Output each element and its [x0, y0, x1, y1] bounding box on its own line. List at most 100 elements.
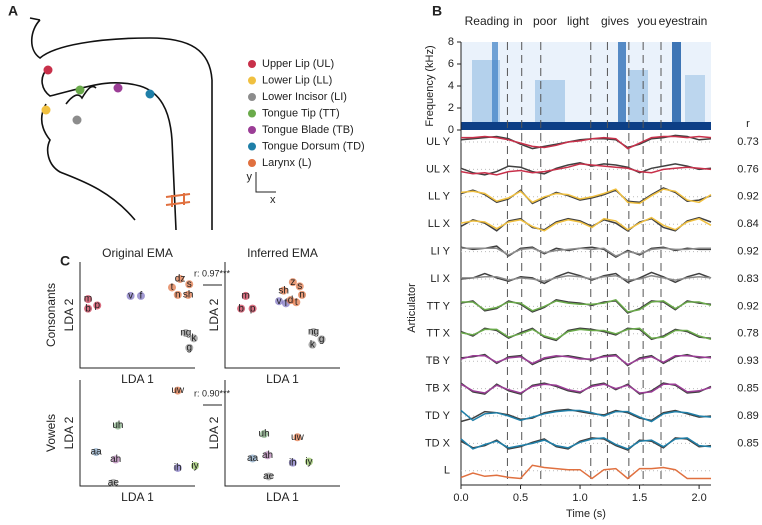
- inferred-trace: [460, 409, 712, 423]
- point: [304, 457, 313, 466]
- point: [317, 335, 326, 344]
- word-label: poor: [533, 14, 557, 28]
- point: [185, 343, 194, 352]
- x-axis-label: LDA 1: [121, 490, 154, 504]
- inferred-trace: [461, 298, 712, 313]
- row-label: LL Y: [428, 191, 451, 203]
- point: [173, 386, 182, 395]
- row-label: LL X: [428, 218, 451, 230]
- point: [84, 304, 93, 313]
- row-label: LI X: [430, 273, 450, 285]
- y-tick-label: 4: [448, 80, 454, 92]
- legend-swatch: [248, 142, 256, 151]
- point: [279, 286, 288, 295]
- plot-title: Original EMA: [102, 246, 173, 260]
- articulator-marker: [41, 105, 51, 115]
- point: [113, 421, 122, 430]
- row-label: TT Y: [427, 300, 451, 312]
- point: [288, 278, 297, 287]
- point: [260, 430, 269, 439]
- axes: [224, 380, 340, 487]
- point: [248, 304, 257, 313]
- larynx-marker: [165, 193, 191, 207]
- row-label: TB Y: [426, 355, 451, 367]
- point-label: g: [186, 343, 192, 354]
- r-value: 0.92: [737, 191, 758, 203]
- point-label: n: [299, 290, 305, 301]
- point: [248, 454, 257, 463]
- row-label: Vowels: [44, 414, 58, 452]
- annotations: r: 0.97*** r: 0.90***: [194, 268, 231, 406]
- row-label: L: [444, 465, 450, 477]
- legend-swatch: [248, 60, 256, 68]
- y-axis-label: LDA 2: [62, 298, 76, 331]
- point-label: p: [94, 300, 100, 311]
- annotation: r: 0.90***: [194, 388, 231, 398]
- row-label: UL X: [426, 163, 451, 175]
- spectrogram-image: [461, 42, 711, 130]
- point-label: aa: [91, 447, 103, 458]
- r-value: 0.85: [737, 437, 758, 449]
- plot-title: Inferred EMA: [247, 246, 318, 260]
- point-label: v: [128, 291, 133, 302]
- point: [184, 290, 193, 299]
- point-label: m: [84, 294, 92, 305]
- r-value: 0.73: [737, 136, 758, 148]
- point-label: z: [290, 277, 295, 288]
- articulator-marker: [43, 65, 53, 75]
- articulator-marker: [72, 115, 82, 125]
- annotation: r: 0.97***: [194, 268, 231, 278]
- legend-label: Tongue Dorsum (TD): [262, 140, 365, 152]
- inferred-trace: [461, 247, 711, 257]
- r-value: 0.84: [737, 218, 758, 230]
- inferred-trace: [460, 437, 712, 450]
- point-label: f: [285, 298, 288, 309]
- row-label: LI Y: [431, 246, 451, 258]
- point: [111, 455, 120, 464]
- point-label: uw: [291, 432, 305, 443]
- point: [295, 282, 304, 291]
- panel-label: C: [60, 253, 70, 269]
- r-value: 0.76: [737, 163, 758, 175]
- r-value: 0.78: [737, 328, 758, 340]
- point-label: dz: [175, 274, 186, 285]
- inferred-trace: [460, 354, 712, 366]
- inferred-trace: [460, 464, 711, 480]
- point-label: k: [310, 339, 316, 350]
- point-label: t: [295, 297, 298, 308]
- legend-swatch: [248, 93, 256, 101]
- point-label: k: [191, 333, 197, 344]
- row-label: TD Y: [425, 410, 451, 422]
- legend-swatch: [248, 159, 256, 167]
- point: [275, 297, 284, 306]
- point: [176, 274, 185, 283]
- point-label: t: [171, 282, 174, 293]
- row-label: UL Y: [426, 136, 451, 148]
- point-label: ah: [110, 454, 121, 465]
- point: [126, 291, 135, 300]
- point: [309, 327, 318, 336]
- legend-swatch: [248, 126, 256, 134]
- inferred-trace: [460, 163, 712, 176]
- point-label: ih: [174, 463, 182, 474]
- point-label: ae: [108, 477, 120, 488]
- point-label: uw: [171, 385, 185, 396]
- point-label: ng: [180, 328, 191, 339]
- point-label: iy: [191, 461, 198, 472]
- x-tick-label: 0.5: [513, 492, 528, 504]
- point: [308, 340, 317, 349]
- point: [136, 291, 145, 300]
- axis-glyph: [255, 172, 276, 193]
- r-value: 0.83: [737, 273, 758, 285]
- inferred-trace: [460, 327, 712, 341]
- point: [92, 448, 101, 457]
- row-label: Consonants: [44, 283, 58, 347]
- x-axis-label: Time (s): [566, 508, 606, 520]
- point-label: uh: [112, 420, 123, 431]
- point: [109, 478, 118, 487]
- inferred-trace: [461, 135, 712, 150]
- point: [168, 283, 176, 292]
- inferred-trace: [461, 274, 712, 282]
- point: [237, 304, 246, 313]
